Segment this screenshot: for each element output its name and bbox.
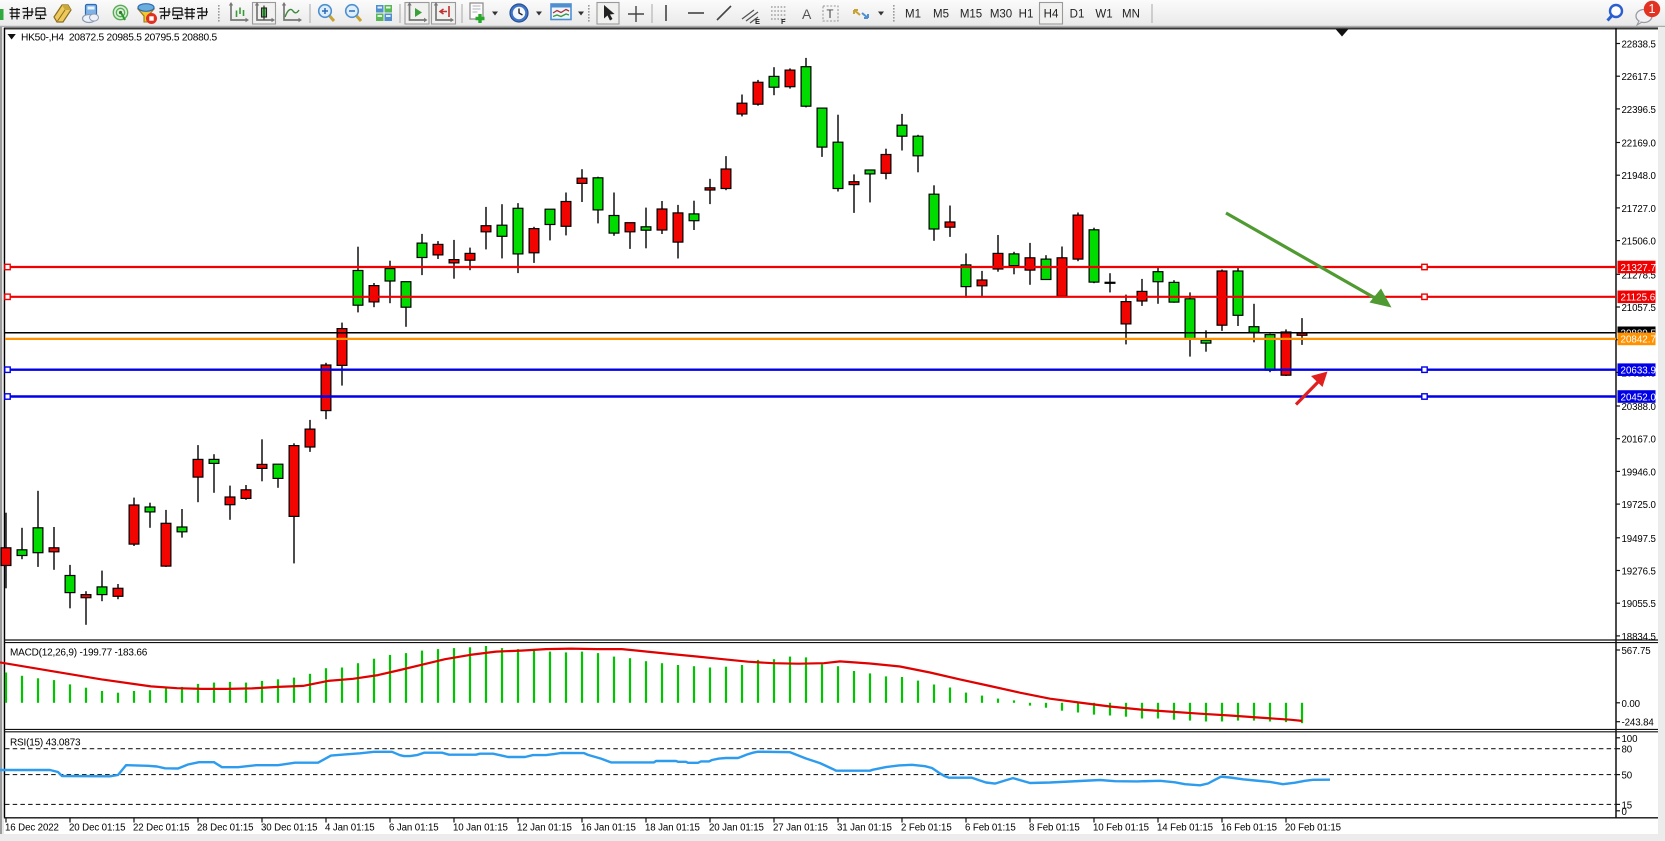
svg-text:19946.0: 19946.0	[1622, 467, 1657, 478]
svg-text:19725.0: 19725.0	[1622, 500, 1657, 511]
svg-text:18 Jan 01:15: 18 Jan 01:15	[645, 823, 700, 834]
svg-text:18834.5: 18834.5	[1622, 632, 1656, 643]
svg-text:M5: M5	[933, 9, 949, 21]
svg-text:22169.0: 22169.0	[1622, 139, 1657, 150]
svg-text:22 Dec 01:15: 22 Dec 01:15	[133, 823, 189, 834]
svg-text:16 Feb 01:15: 16 Feb 01:15	[1221, 823, 1277, 834]
svg-text:20452.0: 20452.0	[1621, 392, 1657, 403]
svg-text:20 Dec 01:15: 20 Dec 01:15	[69, 823, 125, 834]
svg-text:F: F	[781, 17, 786, 26]
svg-text:6 Jan 01:15: 6 Jan 01:15	[389, 823, 439, 834]
svg-text:20 Feb 01:15: 20 Feb 01:15	[1285, 823, 1341, 834]
svg-text:MACD(12,26,9) -199.77 -183.66: MACD(12,26,9) -199.77 -183.66	[10, 648, 148, 659]
svg-text:27 Jan 01:15: 27 Jan 01:15	[773, 823, 828, 834]
svg-text:8 Feb 01:15: 8 Feb 01:15	[1029, 823, 1080, 834]
svg-text:21506.0: 21506.0	[1622, 237, 1657, 248]
svg-text:HK50-,H4 20872.5 20985.5 2079: HK50-,H4 20872.5 20985.5 20795.5 20880.5	[21, 33, 218, 44]
svg-text:21948.0: 21948.0	[1622, 171, 1657, 182]
svg-text:14 Feb 01:15: 14 Feb 01:15	[1157, 823, 1213, 834]
svg-text:21125.6: 21125.6	[1621, 293, 1656, 304]
svg-text:20 Jan 01:15: 20 Jan 01:15	[709, 823, 764, 834]
svg-text:2 Feb 01:15: 2 Feb 01:15	[901, 823, 952, 834]
svg-text:16 Jan 01:15: 16 Jan 01:15	[581, 823, 636, 834]
svg-text:T: T	[827, 9, 834, 21]
svg-text:1: 1	[1649, 2, 1656, 16]
svg-text:4 Jan 01:15: 4 Jan 01:15	[325, 823, 375, 834]
svg-text:M30: M30	[990, 9, 1012, 21]
svg-text:19276.5: 19276.5	[1622, 567, 1656, 578]
svg-text:19055.5: 19055.5	[1622, 599, 1656, 610]
svg-text:20167.0: 20167.0	[1622, 435, 1657, 446]
svg-text:15: 15	[1622, 800, 1633, 811]
svg-text:MN: MN	[1122, 9, 1140, 21]
svg-text:RSI(15) 43.0873: RSI(15) 43.0873	[10, 738, 81, 749]
svg-text:10 Feb 01:15: 10 Feb 01:15	[1093, 823, 1149, 834]
svg-text:-243.84: -243.84	[1622, 718, 1655, 729]
svg-text:M1: M1	[905, 9, 921, 21]
svg-text:W1: W1	[1095, 9, 1112, 21]
svg-text:19497.5: 19497.5	[1622, 534, 1656, 545]
svg-text:31 Jan 01:15: 31 Jan 01:15	[837, 823, 892, 834]
svg-text:100: 100	[1622, 734, 1639, 745]
svg-text:D1: D1	[1070, 9, 1085, 21]
svg-text:0: 0	[1622, 807, 1628, 818]
svg-text:80: 80	[1622, 745, 1633, 756]
svg-text:A: A	[802, 6, 812, 22]
svg-text:21057.5: 21057.5	[1622, 303, 1656, 314]
svg-text:10 Jan 01:15: 10 Jan 01:15	[453, 823, 508, 834]
svg-text:12 Jan 01:15: 12 Jan 01:15	[517, 823, 572, 834]
svg-text:H4: H4	[1044, 9, 1059, 21]
svg-text:6 Feb 01:15: 6 Feb 01:15	[965, 823, 1016, 834]
svg-text:22617.5: 22617.5	[1622, 72, 1656, 83]
svg-text:20842.7: 20842.7	[1621, 335, 1656, 346]
svg-text:E: E	[755, 17, 760, 26]
svg-text:21327.7: 21327.7	[1621, 263, 1656, 274]
svg-text:21278.5: 21278.5	[1622, 270, 1656, 281]
svg-text:567.75: 567.75	[1622, 646, 1651, 657]
svg-text:22838.5: 22838.5	[1622, 40, 1656, 51]
svg-text:21727.0: 21727.0	[1622, 204, 1657, 215]
svg-text:28 Dec 01:15: 28 Dec 01:15	[197, 823, 253, 834]
svg-text:20388.0: 20388.0	[1622, 402, 1657, 413]
svg-text:20633.9: 20633.9	[1621, 366, 1656, 377]
svg-text:16 Dec 2022: 16 Dec 2022	[5, 823, 59, 834]
svg-text:M15: M15	[960, 9, 982, 21]
svg-text:0.00: 0.00	[1622, 699, 1641, 710]
svg-text:H1: H1	[1019, 9, 1034, 21]
svg-text:50: 50	[1622, 771, 1633, 782]
svg-text:30 Dec 01:15: 30 Dec 01:15	[261, 823, 317, 834]
svg-text:22396.5: 22396.5	[1622, 105, 1656, 116]
